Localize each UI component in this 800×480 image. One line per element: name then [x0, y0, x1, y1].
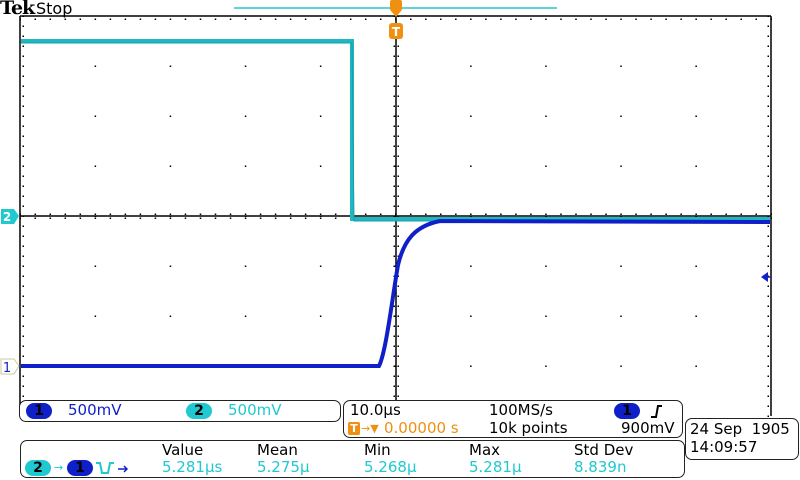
timebase-trigger-panel: 10.0µs 100MS/s 1 T →▼ 0.00000 s 10k poin…	[343, 400, 683, 438]
ch1-badge[interactable]: 1	[26, 403, 52, 419]
svg-text:2: 2	[3, 210, 11, 224]
arrow-right-icon: →▼	[361, 422, 379, 435]
trigger-source-badge[interactable]: 1	[614, 403, 640, 419]
meas-source-a-badge: 2	[25, 460, 51, 476]
svg-text:T: T	[392, 25, 401, 39]
ch1-trace	[21, 218, 771, 368]
record-length[interactable]: 10k points	[489, 419, 568, 437]
meas-header-value: Value	[162, 441, 204, 459]
date: 24 Sep 1905	[690, 420, 790, 438]
ch1-scale[interactable]: 500mV	[68, 401, 122, 419]
ch2-ground-marker: 2	[1, 209, 19, 224]
meas-source-b-badge: 1	[67, 460, 93, 476]
rising-edge-icon	[651, 405, 662, 418]
time: 14:09:57	[690, 438, 758, 456]
ch2-scale[interactable]: 500mV	[228, 401, 282, 419]
meas-mean: 5.275µ	[257, 458, 310, 476]
run-state[interactable]: Stop	[36, 0, 73, 18]
meas-header-max: Max	[469, 441, 501, 459]
trigger-level[interactable]: 900mV	[621, 419, 675, 437]
ch2-badge[interactable]: 2	[186, 403, 212, 419]
trigger-position-marker: T	[389, 0, 403, 39]
meas-value: 5.281µs	[162, 458, 223, 476]
meas-header-mean: Mean	[257, 441, 298, 459]
meas-header-stddev: Std Dev	[574, 441, 634, 459]
meas-max: 5.281µ	[469, 458, 522, 476]
trigger-position[interactable]: 0.00000 s	[384, 419, 459, 437]
trigger-level-icon	[761, 272, 768, 282]
delay-measurement-icon	[96, 462, 129, 474]
ch2-trace	[21, 39, 770, 221]
brand-logo: Tek	[0, 0, 35, 19]
datetime-panel: 24 Sep 1905 14:09:57	[685, 418, 799, 460]
arrow-right-icon: →	[54, 461, 64, 474]
meas-header-min: Min	[364, 441, 391, 459]
meas-stddev: 8.839n	[574, 458, 627, 476]
sample-rate: 100MS/s	[489, 401, 553, 419]
trigger-position-icon: T	[348, 422, 360, 435]
ch1-ground-marker: 1	[0, 358, 20, 376]
meas-min: 5.268µ	[364, 458, 417, 476]
channel-readout-panel: 1 500mV 2 500mV	[19, 400, 341, 422]
measurement-panel[interactable]: 2 → 1 Value Mean Min Max Std Dev 5.281µs…	[20, 440, 685, 478]
horizontal-scale[interactable]: 10.0µs	[350, 401, 401, 419]
svg-text:1: 1	[3, 361, 11, 376]
